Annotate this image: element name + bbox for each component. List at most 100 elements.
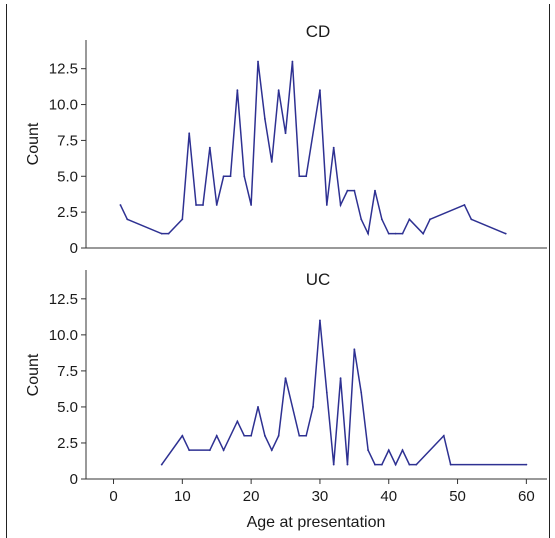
uc-y-tick-label: 5.0: [57, 399, 78, 416]
cd-data-point: [298, 175, 301, 178]
uc-data-point: [346, 463, 349, 466]
uc-panel-title: UC: [306, 270, 331, 289]
cd-data-point: [422, 232, 425, 235]
x-tick-label: 20: [243, 488, 260, 505]
cd-data-point: [401, 232, 404, 235]
cd-data-point: [270, 161, 273, 163]
cd-data-point: [202, 204, 204, 206]
uc-data-point: [360, 391, 363, 394]
uc-data-point: [325, 391, 328, 394]
cd-data-point: [215, 204, 218, 206]
cd-panel: CD Count 0 2.5 5.0 7.5 10.0 12.5: [25, 22, 547, 257]
uc-y-tick-label: 0: [70, 471, 78, 488]
uc-data-point: [264, 434, 266, 437]
x-tick-label: 40: [380, 488, 397, 505]
cd-data-point: [188, 132, 191, 135]
cd-data-point: [346, 189, 349, 192]
cd-data-point: [119, 204, 122, 206]
uc-data-points: [160, 319, 528, 466]
uc-data-point: [298, 434, 301, 437]
cd-data-point: [160, 232, 163, 235]
cd-data-point: [463, 204, 466, 206]
x-tick-label: 0: [109, 488, 117, 505]
cd-data-point: [126, 218, 129, 221]
cd-y-tick-label: 12.5: [49, 61, 78, 78]
uc-data-point: [387, 449, 390, 452]
cd-data-point: [353, 189, 356, 192]
cd-y-ticks: 0 2.5 5.0 7.5 10.0 12.5: [49, 61, 86, 257]
uc-data-point: [442, 434, 445, 437]
cd-data-point: [380, 218, 383, 221]
uc-data-point: [319, 319, 321, 322]
uc-data-point: [277, 434, 280, 437]
cd-y-tick-label: 2.5: [57, 204, 78, 221]
cd-data-point: [429, 218, 431, 221]
uc-panel: UC Count 0 2.5 5.0 7.5 10.0 12.5 0 10 20 30 40 50 6…: [25, 270, 547, 505]
uc-data-point: [415, 463, 418, 466]
cd-data-point: [374, 189, 376, 192]
cd-data-point: [236, 89, 239, 92]
cd-data-point: [339, 204, 342, 206]
cd-data-point: [167, 232, 170, 235]
cd-data-point: [305, 175, 308, 178]
cd-data-point: [360, 218, 363, 221]
uc-data-point: [181, 434, 184, 437]
x-tick-label: 10: [174, 488, 191, 505]
cd-data-point: [222, 175, 225, 178]
x-tick-label: 60: [518, 488, 535, 505]
uc-data-point: [380, 463, 383, 466]
cd-data-point: [257, 60, 259, 63]
cd-data-point: [504, 232, 507, 235]
uc-data-point: [408, 463, 411, 466]
cd-series-line: [119, 61, 507, 237]
uc-y-tick-label: 2.5: [57, 435, 78, 452]
cd-data-point: [277, 89, 280, 92]
uc-axes: [85, 270, 547, 480]
cd-data-point: [284, 132, 287, 135]
uc-data-point: [525, 463, 528, 466]
cd-data-points: [119, 60, 507, 235]
uc-data-point: [160, 463, 163, 466]
cd-data-point: [243, 175, 246, 178]
cd-data-point: [408, 218, 411, 221]
cd-y-tick-label: 7.5: [57, 132, 78, 149]
cd-data-point: [332, 146, 335, 149]
cd-panel-title: CD: [306, 22, 331, 41]
cd-data-point: [470, 218, 473, 221]
uc-data-point: [208, 449, 211, 452]
cd-data-point: [367, 232, 369, 235]
uc-data-point: [339, 377, 342, 379]
cd-data-point: [229, 175, 232, 178]
uc-y-tick-label: 10.0: [49, 327, 78, 344]
uc-data-point: [215, 434, 218, 437]
cd-data-point: [181, 218, 184, 221]
uc-data-point: [236, 420, 239, 423]
uc-series-line: [161, 320, 527, 467]
cd-y-axis-label: Count: [25, 122, 42, 165]
cd-data-point: [387, 232, 390, 235]
uc-y-ticks: 0 2.5 5.0 7.5 10.0 12.5: [49, 291, 86, 488]
uc-data-point: [374, 463, 376, 466]
uc-data-point: [284, 377, 287, 379]
cd-data-point: [264, 118, 266, 120]
uc-data-point: [243, 434, 246, 437]
uc-data-point: [188, 449, 191, 452]
uc-x-ticks: 0 10 20 30 40 50 60: [109, 479, 535, 505]
uc-data-point: [270, 449, 273, 452]
uc-data-point: [250, 434, 253, 437]
uc-data-point: [312, 406, 314, 408]
x-axis-label: Age at presentation: [247, 514, 386, 531]
cd-data-point: [319, 89, 321, 92]
cd-y-tick-label: 5.0: [57, 168, 78, 185]
uc-data-point: [449, 463, 452, 466]
x-tick-label: 50: [449, 488, 466, 505]
uc-data-point: [367, 449, 369, 452]
uc-y-axis-label: Count: [25, 353, 42, 396]
cd-data-point: [291, 60, 294, 63]
uc-y-tick-label: 7.5: [57, 363, 78, 380]
cd-data-point: [325, 204, 328, 206]
cd-y-tick-label: 0: [70, 240, 78, 257]
uc-data-point: [353, 348, 356, 351]
cd-axes: [85, 40, 547, 249]
